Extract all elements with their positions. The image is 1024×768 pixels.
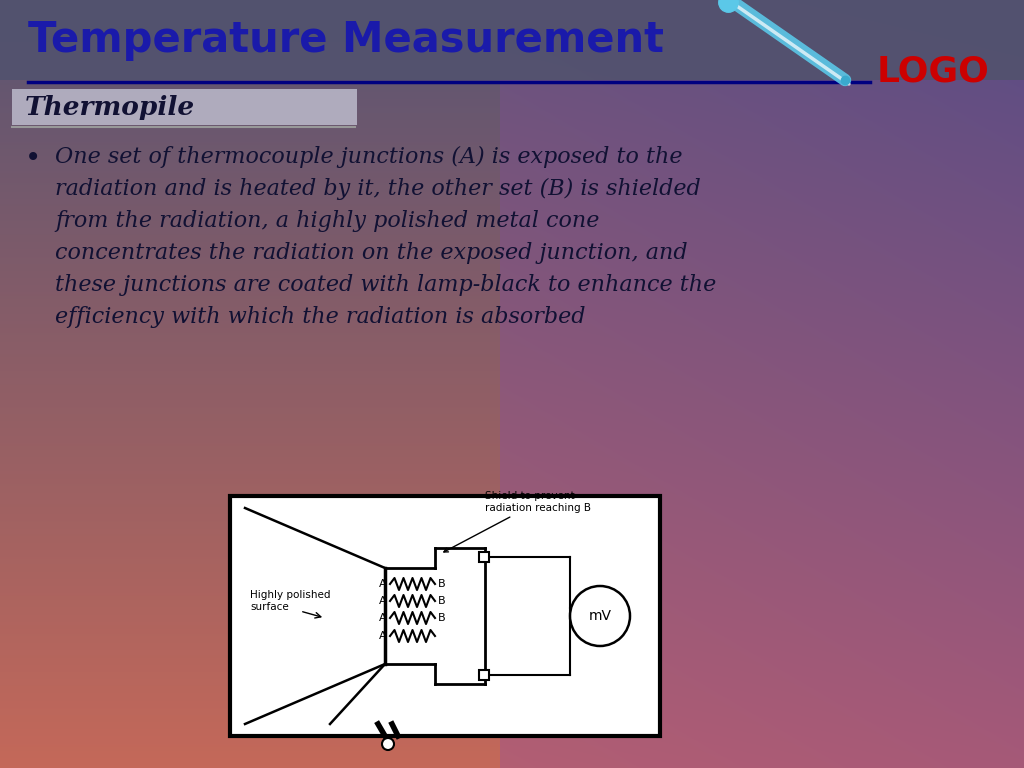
Text: LOGO: LOGO [878,54,990,88]
Text: One set of thermocouple junctions (A) is exposed to the: One set of thermocouple junctions (A) is… [55,146,683,168]
Bar [479,670,489,680]
Text: A: A [379,631,387,641]
Text: B: B [438,579,445,589]
Text: A: A [379,613,387,623]
Text: mV: mV [589,609,611,623]
Text: from the radiation, a highly polished metal cone: from the radiation, a highly polished me… [55,210,599,232]
Text: B: B [438,613,445,623]
Text: Highly polished
surface: Highly polished surface [250,590,331,612]
Bar [12,89,357,125]
Bar [479,552,489,562]
Text: Thermopile: Thermopile [25,94,196,120]
Text: radiation and is heated by it, the other set (B) is shielded: radiation and is heated by it, the other… [55,178,700,200]
Text: concentrates the radiation on the exposed junction, and: concentrates the radiation on the expose… [55,242,688,264]
Text: Shield to prevent
radiation reaching B: Shield to prevent radiation reaching B [443,492,591,552]
Text: these junctions are coated with lamp-black to enhance the: these junctions are coated with lamp-bla… [55,274,716,296]
Text: A: A [379,596,387,606]
Circle shape [570,586,630,646]
Text: efficiency with which the radiation is absorbed: efficiency with which the radiation is a… [55,306,586,328]
Text: A: A [379,579,387,589]
Bar [230,496,660,736]
Text: Temperature Measurement: Temperature Measurement [28,19,664,61]
Text: •: • [25,144,41,172]
Text: B: B [438,596,445,606]
Circle shape [382,738,394,750]
Bar [0,0,1024,80]
